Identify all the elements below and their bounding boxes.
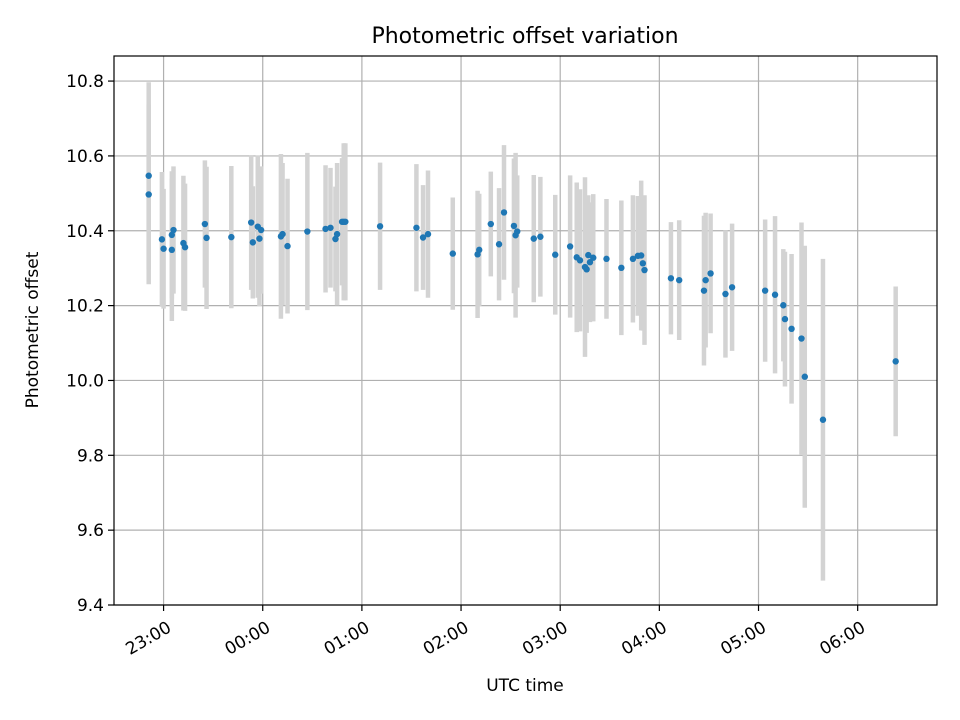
data-point [618,264,625,272]
data-point [667,275,675,282]
data-point [168,231,176,239]
data-point [424,230,432,238]
data-point [332,235,339,243]
data-point [168,246,176,254]
data-point [637,252,645,259]
data-point [530,235,537,242]
data-point [145,172,152,179]
data-point [500,209,508,216]
data-point [761,287,769,294]
data-point [603,255,610,263]
data-point [892,358,899,365]
data-point [487,220,494,228]
data-point [495,241,503,248]
data-point [203,234,210,242]
data-point [641,266,648,274]
y-tick-label: 9.8 [77,446,104,466]
data-point [728,284,736,291]
data-point [247,219,255,226]
data-point [700,287,708,294]
data-point [771,291,779,298]
data-point [279,230,286,238]
data-point [510,222,518,230]
data-point [342,218,349,225]
data-point [576,257,584,264]
data-point [413,224,420,231]
data-point [201,220,209,228]
data-point [801,373,808,380]
data-point [333,230,341,238]
data-point [722,290,729,298]
x-axis-label: UTC time [486,676,564,696]
data-point [256,235,263,242]
data-point [639,260,647,267]
data-point [788,325,795,333]
data-point [327,224,334,231]
data-point [707,270,714,277]
data-point [781,315,789,323]
y-tick-label: 10.2 [66,297,104,317]
data-point [585,251,592,259]
y-tick-label: 10.8 [66,72,104,92]
y-tick-label: 9.4 [77,596,104,616]
data-point [257,226,265,234]
y-tick-label: 9.6 [77,521,104,541]
data-point [514,228,521,235]
data-point [158,236,166,243]
data-point [304,228,311,235]
data-point [160,245,167,252]
data-point [145,191,152,198]
data-point [566,243,574,250]
data-point [419,234,427,241]
y-tick-label: 10.4 [66,222,104,242]
axes-frame [113,55,938,606]
data-points [145,172,899,423]
data-point [702,276,709,284]
data-point [583,266,590,273]
data-point [780,302,787,309]
y-tick-label: 10.0 [66,371,104,391]
data-point [322,225,329,233]
data-point [170,226,177,234]
y-tick-label: 10.6 [66,147,104,167]
data-point [586,259,594,266]
data-point [819,416,827,423]
data-point [590,254,597,261]
chart-title: Photometric offset variation [371,24,678,49]
data-point [284,242,291,250]
plot-area [114,56,937,605]
data-point [476,246,483,254]
data-point [537,233,544,240]
data-point [181,244,189,251]
data-point [675,276,683,284]
data-point [629,255,637,263]
data-point [552,251,559,258]
data-point [228,233,235,241]
data-point [376,223,384,230]
data-point [249,239,257,246]
data-point [449,250,456,257]
grid [114,56,937,606]
data-point [798,335,805,342]
y-axis-label: Photometric offset [23,251,43,408]
